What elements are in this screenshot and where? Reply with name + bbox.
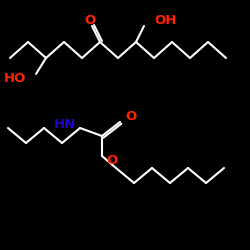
Text: O: O [125, 110, 136, 124]
Text: OH: OH [154, 14, 176, 28]
Text: O: O [84, 14, 96, 26]
Text: HN: HN [54, 118, 76, 132]
Text: HO: HO [4, 72, 26, 86]
Text: O: O [106, 154, 117, 166]
